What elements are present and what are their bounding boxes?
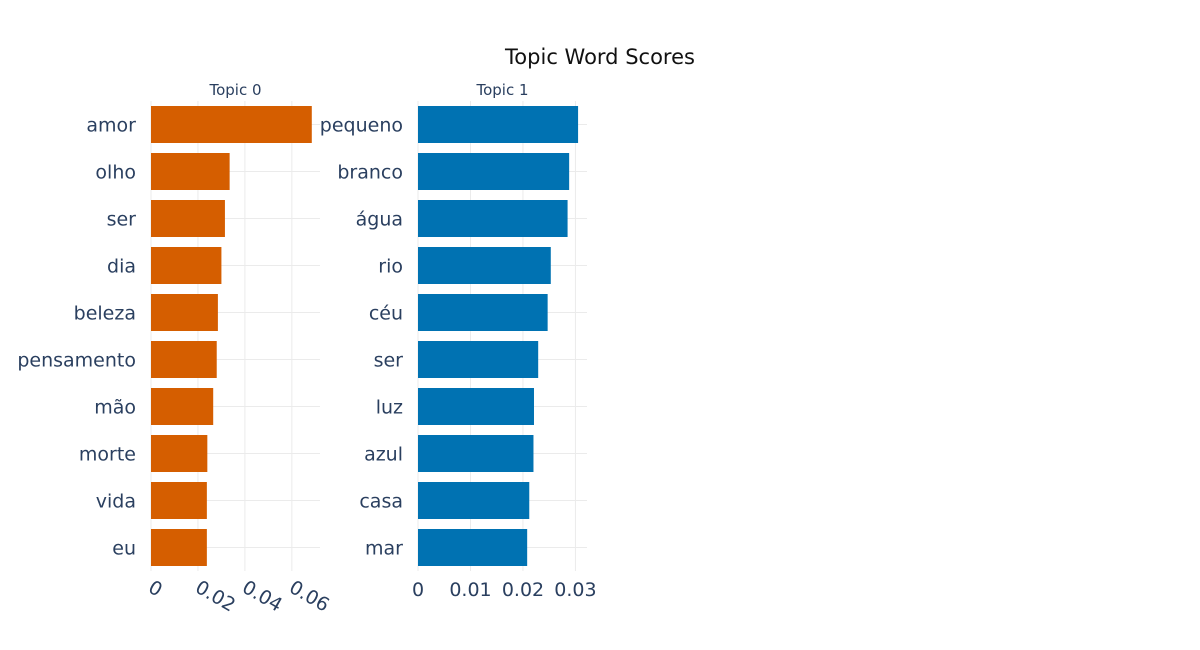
bar <box>418 153 570 190</box>
category-label: luz <box>376 397 403 419</box>
bar <box>418 294 548 331</box>
bar <box>151 247 222 284</box>
category-label: mão <box>94 397 136 419</box>
bar <box>151 294 218 331</box>
bar <box>418 482 530 519</box>
category-label: eu <box>112 538 136 560</box>
category-label: beleza <box>74 303 136 325</box>
category-label: água <box>356 209 403 231</box>
category-label: mar <box>365 538 403 560</box>
panel-subtitle: Topic 1 <box>475 81 528 99</box>
panel-topic-1: Topic 1 pequeno branco água rio céu ser luz azul… <box>320 81 597 601</box>
category-label: morte <box>79 444 136 466</box>
x-tick-label: 0.02 <box>502 579 544 601</box>
category-label: céu <box>369 303 403 325</box>
chart-title: Topic Word Scores <box>504 45 695 69</box>
bar <box>418 529 528 566</box>
bar <box>418 341 539 378</box>
chart-panels: Topic 0 amor olho ser dia beleza pensamento mão… <box>17 81 596 616</box>
x-tick-label: 0.01 <box>449 579 491 601</box>
panel-topic-0: Topic 0 amor olho ser dia beleza pensamento mão… <box>17 81 333 616</box>
category-label: vida <box>96 491 136 513</box>
x-tick-label: 0 <box>145 576 166 601</box>
category-label: rio <box>378 256 403 278</box>
bar <box>151 529 207 566</box>
panel-subtitle: Topic 0 <box>208 81 261 99</box>
category-label: casa <box>359 491 403 513</box>
category-label: pequeno <box>320 115 403 137</box>
bar <box>418 247 551 284</box>
bar <box>151 200 225 237</box>
bar <box>151 153 230 190</box>
bar <box>151 341 217 378</box>
bar <box>151 106 312 143</box>
bar <box>151 435 208 472</box>
x-tick-label: 0.03 <box>554 579 596 601</box>
bar <box>151 388 214 425</box>
bar <box>418 435 534 472</box>
bar <box>418 388 534 425</box>
category-label: azul <box>364 444 403 466</box>
category-label: pensamento <box>17 350 136 372</box>
x-tick-label: 0.02 <box>191 576 239 616</box>
category-label: branco <box>337 162 403 184</box>
x-tick-label: 0.06 <box>285 576 333 616</box>
category-label: olho <box>95 162 136 184</box>
bar <box>418 200 568 237</box>
bar <box>418 106 579 143</box>
category-label: ser <box>374 350 404 372</box>
x-tick-label: 0.04 <box>238 576 286 616</box>
category-label: amor <box>86 115 136 137</box>
category-label: ser <box>107 209 137 231</box>
category-label: dia <box>107 256 136 278</box>
x-tick-label: 0 <box>412 579 424 601</box>
bar <box>151 482 207 519</box>
